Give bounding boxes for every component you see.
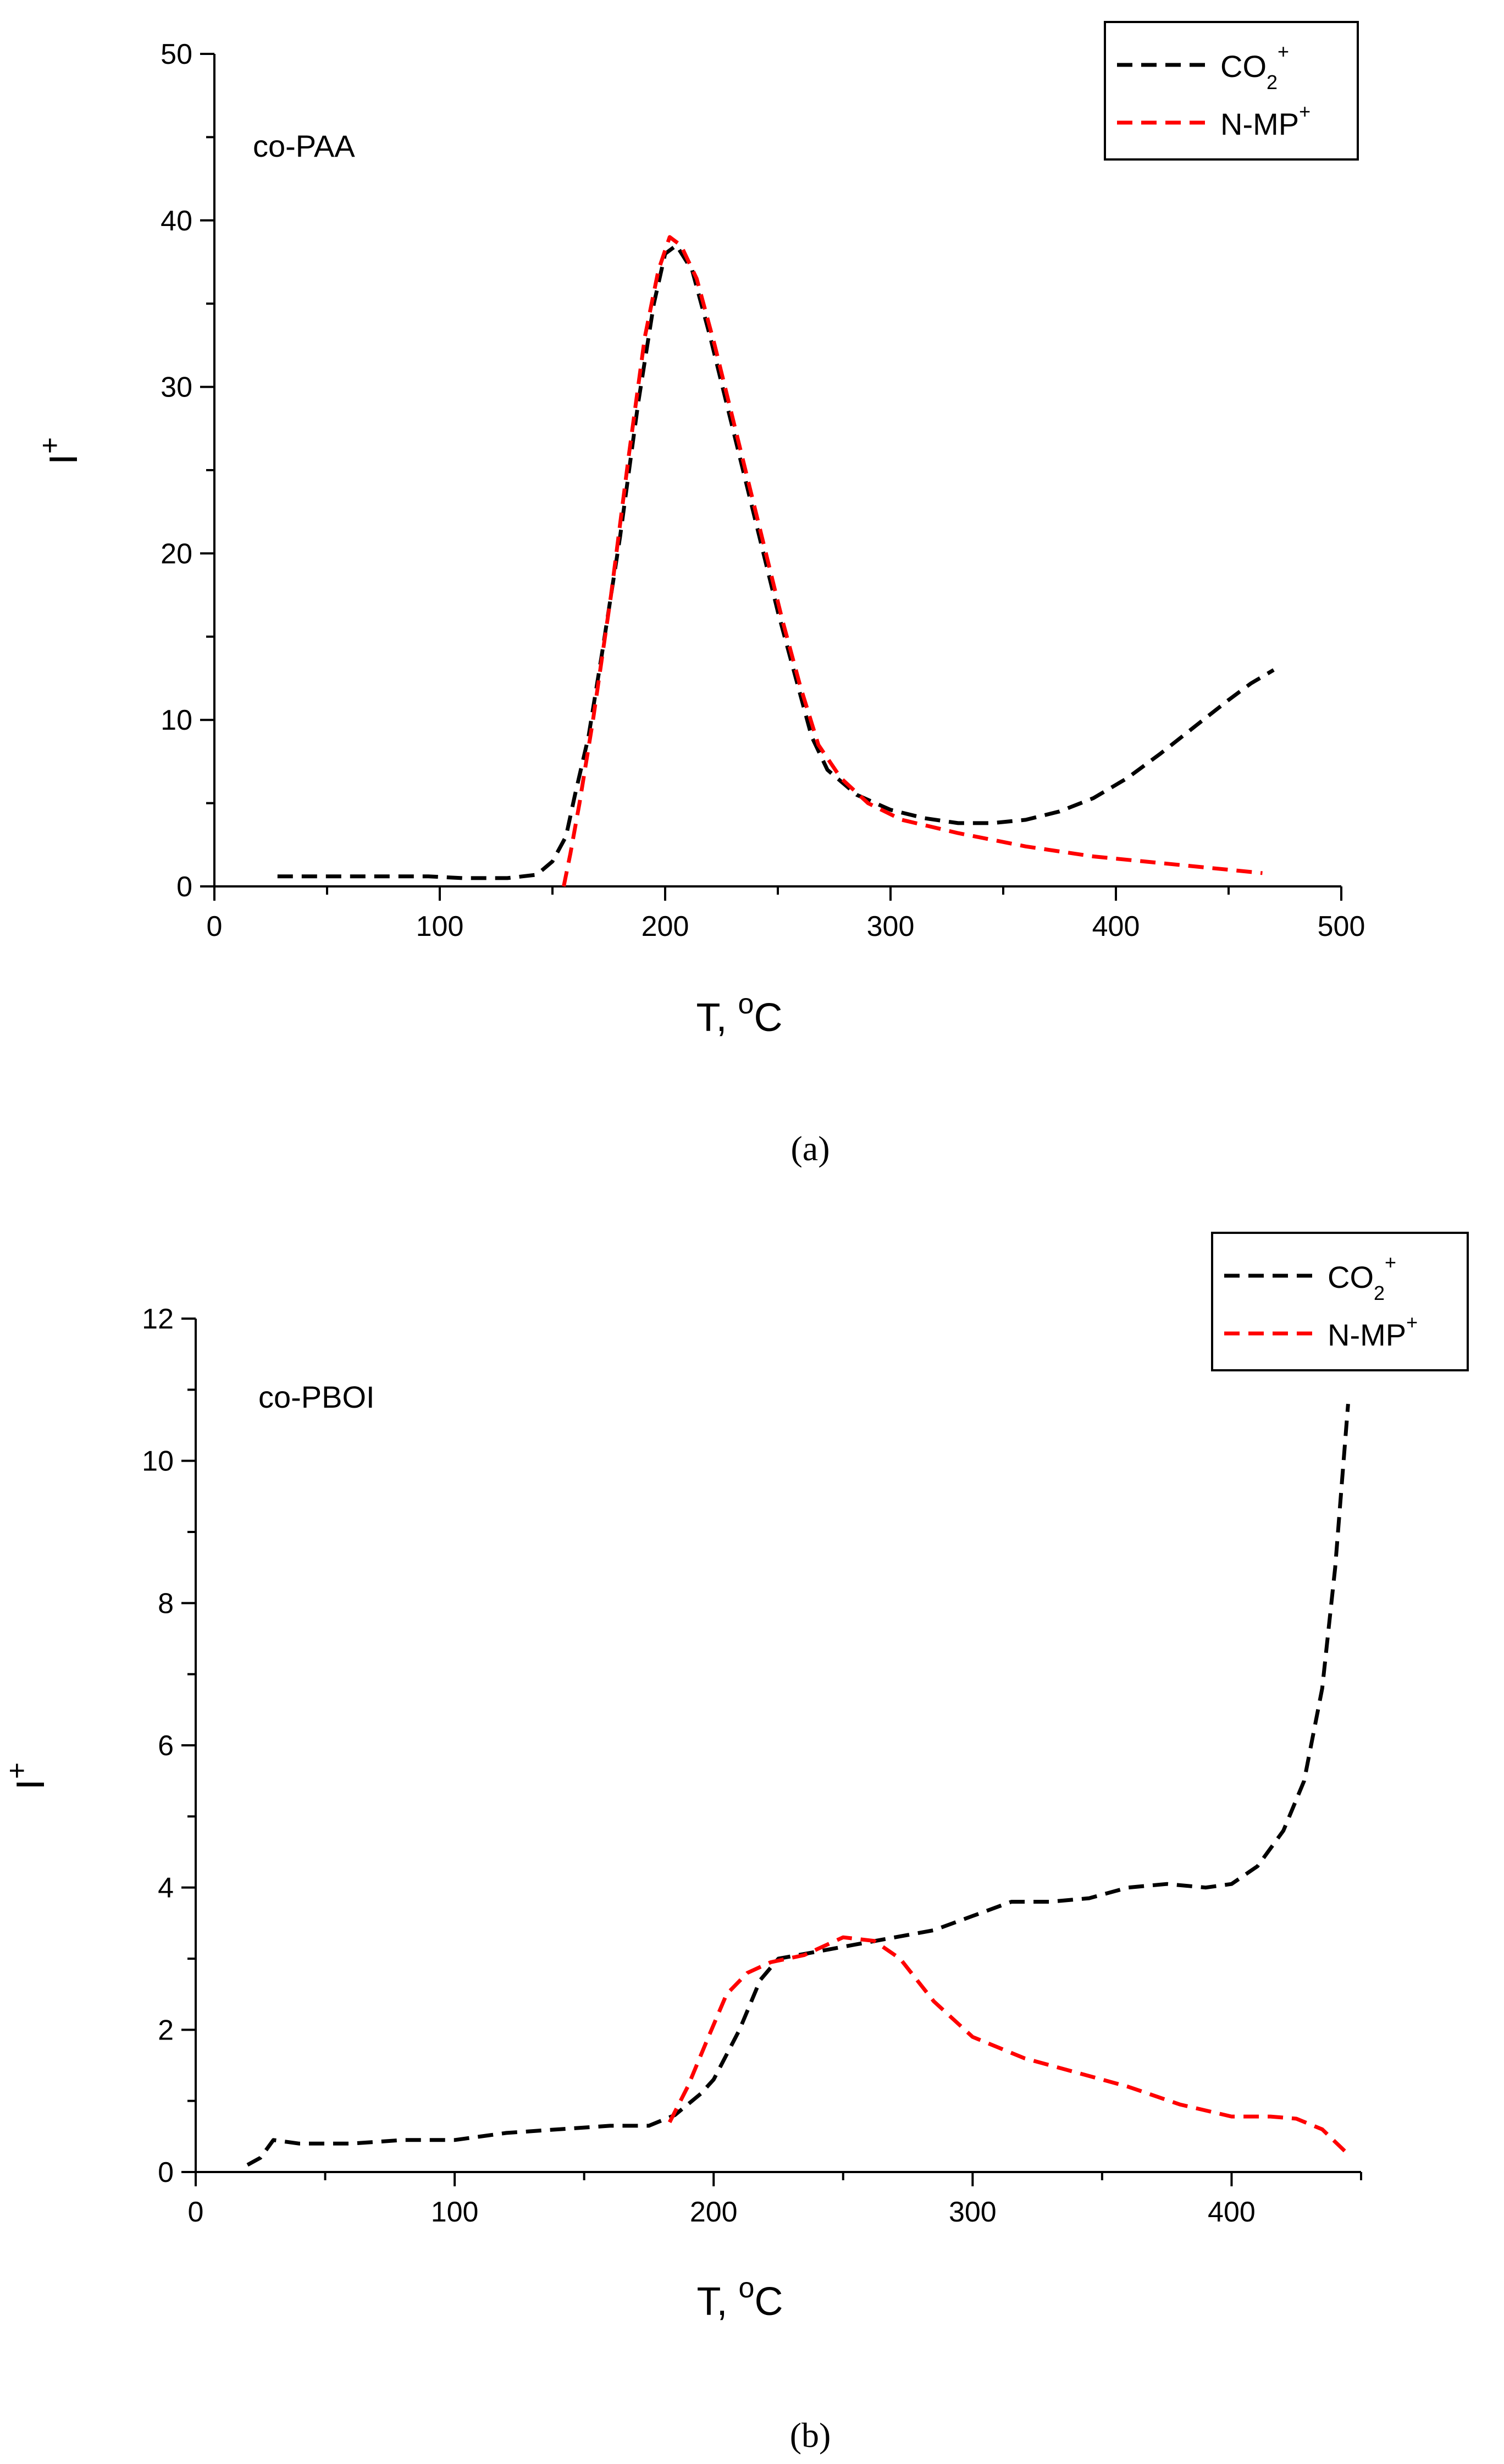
- y-tick-label: 0: [158, 2157, 174, 2189]
- x-tick-label: 200: [642, 911, 689, 942]
- series-line-n-mp-: [562, 235, 1263, 887]
- legend: CO2+ N-MP+: [1104, 21, 1359, 161]
- x-tick-label: 100: [416, 911, 464, 942]
- x-tick-label: 200: [690, 2196, 738, 2228]
- x-tick-label: 0: [188, 2196, 204, 2228]
- y-tick-label: 0: [176, 871, 192, 903]
- x-axis-label: T, oC: [697, 2272, 783, 2324]
- legend-frame: [1104, 21, 1359, 161]
- x-tick-label: 300: [867, 911, 915, 942]
- x-tick-label: 0: [207, 911, 223, 942]
- y-tick-label: 10: [161, 704, 192, 736]
- series-line-n-mp-: [667, 1935, 1350, 2156]
- legend-label: CO2+: [1220, 40, 1289, 93]
- panel-caption: (a): [790, 1129, 830, 1168]
- y-tick-label: 40: [161, 205, 192, 237]
- legend-label: CO2+: [1328, 1251, 1396, 1304]
- legend: CO2+ N-MP+: [1211, 1232, 1469, 1371]
- y-tick-label: 50: [161, 38, 192, 70]
- y-tick-label: 12: [142, 1303, 174, 1335]
- y-tick-label: 8: [158, 1587, 174, 1619]
- x-axis-label: T, oC: [696, 988, 783, 1040]
- x-tick-label: 100: [431, 2196, 479, 2228]
- legend-label: N-MP+: [1220, 100, 1311, 141]
- y-tick-label: 30: [161, 372, 192, 404]
- x-tick-label: 300: [949, 2196, 997, 2228]
- chart-annotation: co-PBOI: [258, 1380, 375, 1414]
- x-tick-label: 400: [1092, 911, 1140, 942]
- chart-annotation: co-PAA: [253, 129, 355, 163]
- series-line-co2-: [277, 243, 1275, 880]
- legend-label: N-MP+: [1328, 1311, 1418, 1352]
- series-line-co2-: [246, 1403, 1350, 2167]
- y-tick-label: 2: [158, 2014, 174, 2046]
- panel-caption: (b): [790, 2416, 831, 2455]
- legend-frame: [1211, 1232, 1469, 1371]
- y-tick-label: 20: [161, 538, 192, 570]
- y-tick-label: 4: [158, 1872, 174, 1904]
- y-tick-label: 10: [142, 1446, 174, 1478]
- y-tick-label: 6: [158, 1730, 174, 1762]
- x-tick-label: 400: [1208, 2196, 1256, 2228]
- y-axis-label: I+: [1, 1762, 53, 1790]
- y-axis-label: I+: [34, 437, 86, 465]
- panel-a-chart: 0 100 200 300 400 500 0 10 20 30 40 50 co-PAA CO2+ N-M…: [34, 21, 1365, 1168]
- panel-b-chart: 0 100 200 300 400 0 2 4 6 8 10 12 co-PBOI CO2+ N-MP+ T,…: [1, 1232, 1469, 2455]
- x-tick-label: 500: [1318, 911, 1365, 942]
